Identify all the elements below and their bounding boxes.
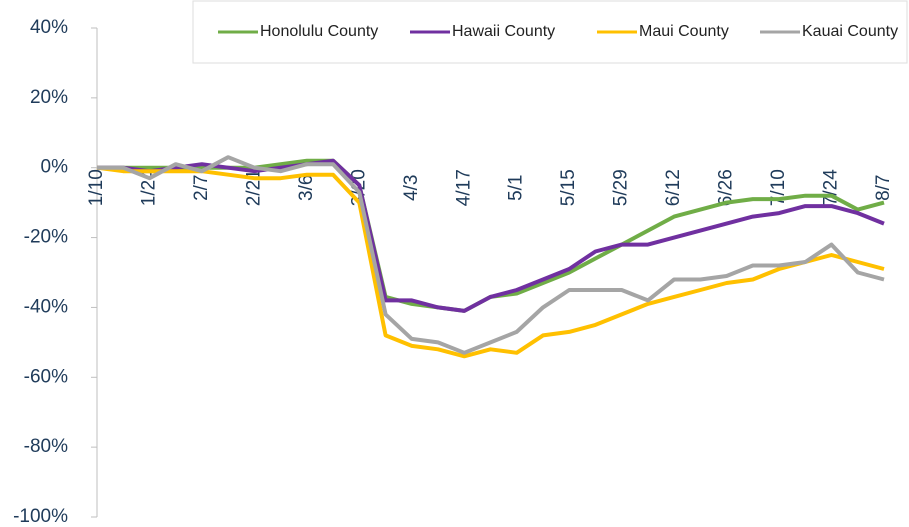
legend-label: Hawaii County — [452, 23, 555, 40]
x-tick-label: 1/10 — [86, 169, 107, 206]
line-series — [97, 155, 885, 355]
x-tick-label: 2/21 — [243, 169, 264, 206]
legend-label: Kauai County — [802, 23, 898, 40]
line-series — [96, 165, 885, 359]
y-tick-label: 40% — [30, 17, 68, 38]
legend-label: Honolulu County — [260, 23, 378, 40]
y-tick-label: -20% — [24, 227, 68, 248]
y-tick-label: 20% — [30, 87, 68, 108]
x-tick-label: 3/6 — [296, 175, 317, 201]
x-tick-label: 6/26 — [716, 169, 737, 206]
x-tick-label: 6/12 — [663, 169, 684, 206]
y-tick-label: -100% — [13, 506, 68, 527]
y-tick-label: -80% — [24, 436, 68, 457]
legend-label: Maui County — [639, 23, 729, 40]
x-tick-label: 5/29 — [611, 169, 632, 206]
y-tick-label: -60% — [24, 366, 68, 387]
x-tick-label: 5/1 — [506, 175, 527, 201]
x-tick-label: 4/17 — [453, 169, 474, 206]
x-tick-label: 2/7 — [191, 175, 212, 201]
x-tick-label: 5/15 — [558, 169, 579, 206]
y-tick-label: 0% — [41, 157, 69, 178]
x-tick-label: 1/24 — [138, 169, 159, 206]
x-tick-label: 4/3 — [401, 175, 422, 201]
y-tick-label: -40% — [24, 296, 68, 317]
line-series — [97, 158, 885, 313]
line-series — [97, 158, 885, 313]
x-tick-label: 8/7 — [873, 175, 894, 201]
